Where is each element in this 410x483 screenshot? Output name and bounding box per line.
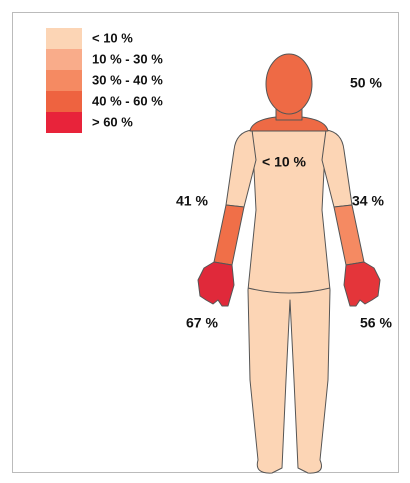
legend-swatch [46, 49, 82, 70]
region-label: 56 % [360, 315, 392, 331]
hip-line [247, 287, 331, 294]
hand [197, 261, 235, 307]
legend-swatch [46, 28, 82, 49]
upper-arm [321, 129, 353, 208]
forearm [213, 204, 245, 266]
forearm [333, 204, 365, 266]
legend-label: 10 % - 30 % [92, 51, 163, 66]
torso [247, 129, 331, 474]
region-label: 67 % [186, 315, 218, 331]
region-label: 50 % [350, 75, 382, 91]
legend-label: > 60 % [92, 114, 133, 129]
legend-label: 40 % - 60 % [92, 93, 163, 108]
legend-swatch [46, 70, 82, 91]
legend: < 10 % 10 % - 30 % 30 % - 40 % 40 % - 60 % >… [46, 28, 163, 133]
legend-swatch [46, 112, 82, 133]
upper-arm [225, 129, 257, 208]
head [265, 53, 313, 115]
region-label: 34 % [352, 193, 384, 209]
legend-label: < 10 % [92, 30, 133, 45]
legend-label: 30 % - 40 % [92, 72, 163, 87]
hand [343, 261, 381, 307]
region-label: < 10 % [262, 154, 307, 170]
frame [12, 12, 399, 473]
legend-swatch [46, 91, 82, 112]
region-label: 41 % [176, 193, 208, 209]
